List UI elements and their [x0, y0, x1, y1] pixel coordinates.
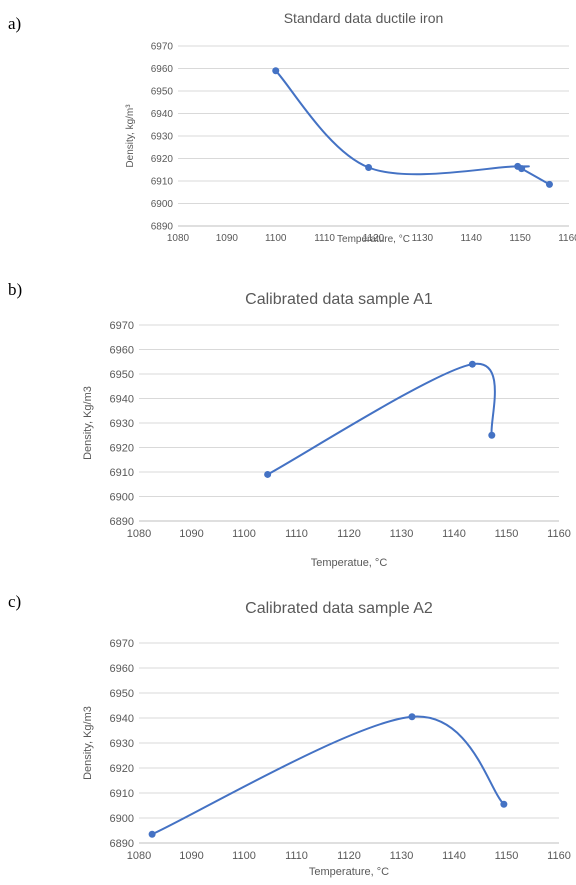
chart-title: Calibrated data sample A2 — [245, 600, 433, 617]
chart-panel-b: b) Calibrated data sample A1 6890 6900 6910… — [0, 280, 576, 590]
x-tick-label: 1130 — [390, 528, 414, 540]
x-axis-label: Temperatue, °C — [311, 557, 388, 569]
data-point — [365, 164, 373, 171]
x-tick-label: 1140 — [442, 850, 466, 862]
y-tick-label: 6930 — [110, 418, 134, 430]
chart-b: Calibrated data sample A1 6890 6900 6910 692… — [82, 291, 571, 569]
chart-panel-c: c) Calibrated data sample A2 6890 6900 6910… — [0, 590, 576, 885]
x-tick-label: 1150 — [495, 528, 519, 540]
panel-label: a) — [8, 14, 22, 33]
x-axis-label: Temperature, °C — [309, 866, 389, 878]
panel-label: c) — [8, 592, 22, 611]
x-tick-label: 1150 — [509, 233, 531, 244]
y-tick-label: 6910 — [110, 467, 134, 479]
series-line — [275, 70, 550, 186]
data-point — [500, 800, 508, 808]
y-tick-label: 6950 — [110, 688, 134, 700]
y-tick-label: 6920 — [151, 154, 174, 165]
y-tick-label: 6960 — [110, 663, 134, 675]
y-axis-label: Density, kg/m³ — [125, 104, 136, 168]
y-tick-label: 6940 — [151, 109, 174, 120]
x-tick-label: 1150 — [495, 850, 519, 862]
data-point — [518, 165, 526, 173]
x-tick-label: 1080 — [167, 233, 190, 244]
x-tick-label: 1120 — [337, 850, 361, 862]
x-tick-label: 1140 — [460, 233, 482, 244]
data-point — [468, 360, 476, 368]
x-tick-label: 1110 — [285, 850, 308, 862]
x-tick-label: 1080 — [127, 528, 151, 540]
y-tick-label: 6900 — [151, 199, 174, 210]
x-tick-label: 1110 — [285, 528, 308, 540]
chart-c: Calibrated data sample A2 6890 6900 6910 692… — [82, 600, 571, 878]
series-line — [267, 363, 496, 476]
y-tick-label: 6910 — [151, 177, 174, 188]
x-axis-label: Temperature, °C — [337, 234, 410, 245]
y-axis-label: Density, Kg/m3 — [82, 386, 94, 460]
y-tick-label: 6970 — [151, 42, 174, 53]
data-point — [488, 431, 496, 439]
data-point — [545, 180, 553, 188]
y-tick-label: 6950 — [110, 369, 134, 381]
x-tick-label: 1090 — [216, 233, 239, 244]
x-tick-label: 1130 — [412, 233, 434, 244]
x-tick-label: 1100 — [232, 850, 256, 862]
panel-label: b) — [8, 280, 23, 299]
x-tick-label: 1110 — [314, 233, 335, 244]
chart-a: Standard data ductile iron 6890 6900 6910 69… — [125, 10, 576, 245]
y-tick-label: 6970 — [110, 638, 134, 650]
y-tick-label: 6920 — [110, 763, 134, 775]
x-tick-label: 1160 — [547, 850, 571, 862]
y-tick-label: 6930 — [151, 132, 174, 143]
x-tick-label: 1090 — [179, 850, 203, 862]
y-tick-label: 6890 — [151, 222, 174, 233]
x-tick-label: 1090 — [179, 528, 203, 540]
y-tick-label: 6920 — [110, 442, 134, 454]
y-tick-label: 6910 — [110, 788, 134, 800]
y-tick-label: 6900 — [110, 813, 134, 825]
y-tick-label: 6960 — [110, 344, 134, 356]
chart-panel-a: a) Standard data ductile iron 6890 6900 691… — [0, 0, 576, 280]
data-point — [408, 713, 416, 721]
data-point — [264, 470, 272, 478]
x-tick-label: 1120 — [363, 233, 385, 244]
chart-title: Calibrated data sample A1 — [245, 291, 433, 308]
y-tick-label: 6900 — [110, 491, 134, 503]
x-tick-label: 1160 — [547, 528, 571, 540]
x-tick-label: 1100 — [232, 528, 256, 540]
data-point — [148, 830, 156, 838]
x-tick-label: 1120 — [337, 528, 361, 540]
series-line — [151, 715, 505, 836]
y-axis-label: Density, Kg/m3 — [82, 706, 94, 780]
y-tick-label: 6890 — [110, 516, 134, 528]
y-tick-label: 6940 — [110, 713, 134, 725]
x-tick-label: 1080 — [127, 850, 151, 862]
x-tick-label: 1140 — [442, 528, 466, 540]
data-point — [272, 67, 280, 75]
chart-title: Standard data ductile iron — [284, 10, 444, 26]
x-tick-label: 1100 — [265, 233, 287, 244]
y-tick-label: 6960 — [151, 64, 174, 75]
x-tick-label: 1160 — [558, 233, 576, 244]
x-tick-label: 1130 — [390, 850, 414, 862]
y-tick-label: 6970 — [110, 320, 134, 332]
y-tick-label: 6930 — [110, 738, 134, 750]
y-tick-label: 6950 — [151, 87, 174, 98]
y-tick-label: 6890 — [110, 838, 134, 850]
y-tick-label: 6940 — [110, 393, 134, 405]
